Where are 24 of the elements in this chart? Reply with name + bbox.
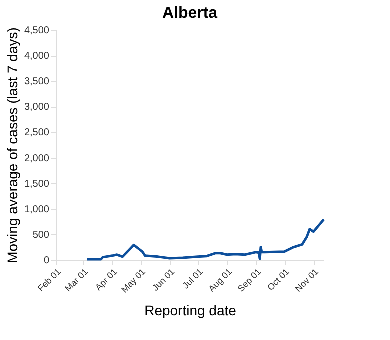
y-tick-label: 3,500 — [24, 76, 50, 88]
y-tick-label: 2,500 — [24, 128, 50, 139]
x-tick-label: Oct 01 — [266, 266, 292, 293]
line-series — [86, 218, 326, 261]
x-tick-label: Nov 01 — [293, 266, 321, 294]
x-tick-label: Jul 01 — [180, 266, 205, 291]
chart-title: Alberta — [162, 5, 218, 22]
y-tick-label: 2,000 — [24, 153, 50, 164]
x-tick-label: Feb 01 — [36, 266, 63, 294]
y-tick-label: 1,500 — [24, 178, 50, 190]
x-axis-title: Reporting date — [144, 302, 237, 319]
x-tick-label: Aug 01 — [206, 266, 234, 294]
y-tick-label: 3,000 — [24, 102, 50, 114]
x-tick-label: Jun 01 — [150, 266, 177, 293]
y-tick-label: 4,500 — [24, 26, 50, 36]
y-tick-label: 0 — [44, 256, 50, 266]
x-tick-label: Apr 01 — [93, 266, 120, 293]
x-tick-label: Mar 01 — [63, 266, 90, 294]
y-tick-label: 1,000 — [24, 204, 50, 216]
x-tick-label: Sep 01 — [236, 266, 264, 294]
y-axis-title: Moving average of cases (last 7 days) — [4, 28, 20, 264]
y-tick-label: 500 — [32, 230, 50, 241]
x-tick-label: May 01 — [120, 266, 148, 295]
y-tick-label: 4,000 — [24, 51, 50, 62]
